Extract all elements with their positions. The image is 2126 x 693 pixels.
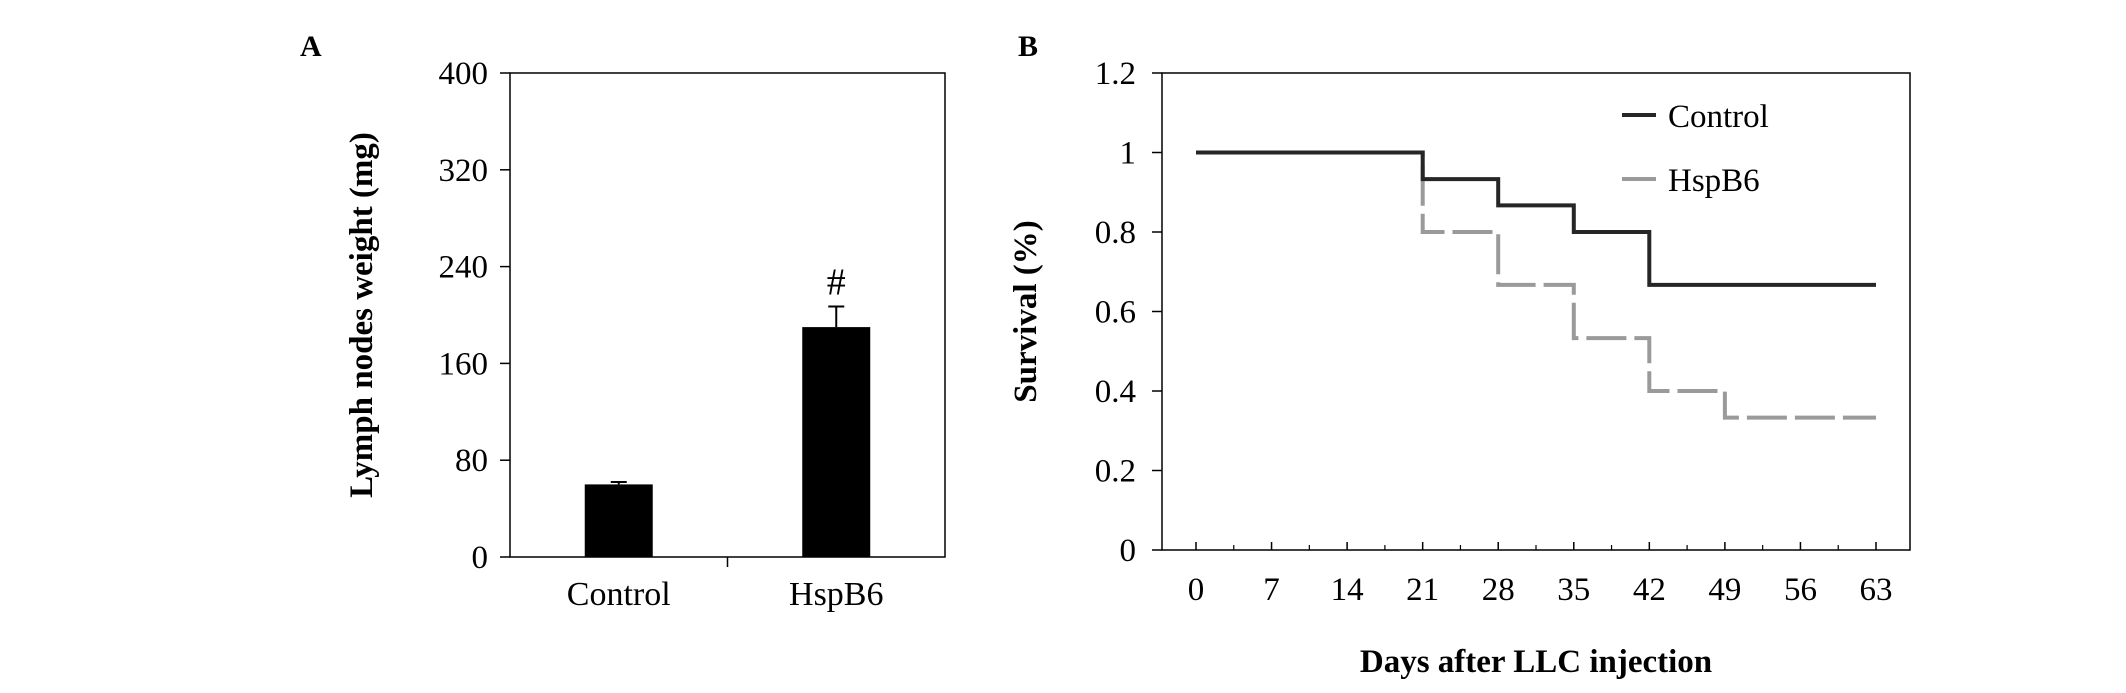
y-tick-label: 400 [439,56,489,92]
panel-a-y-ticks [500,72,729,567]
x-tick-label: 63 [1860,572,1893,608]
legend-label: Control [1668,99,1769,135]
y-tick-label: 1.2 [1095,56,1136,92]
panel-a-y-tick-labels: 0 80 160 240 320 400 [439,56,489,576]
panel-a-category-labels: Control HspB6 [567,576,884,613]
y-tick-label: 0.6 [1095,295,1136,331]
panel-a-plot-frame [509,72,946,558]
panel-b-letter: B [1018,30,1038,63]
y-tick-label: 0 [1120,533,1137,569]
y-tick-label: 0.8 [1095,215,1136,251]
panel-b-y-ticks [1152,72,1162,551]
legend-label: HspB6 [1668,163,1760,199]
panel-a-annotations: # [827,262,846,304]
category-label: Control [567,576,671,613]
series-line-control [1196,150,1876,287]
panel-b-plot-frame [1161,72,1911,551]
x-tick-label: 28 [1482,572,1515,608]
x-tick-label: 56 [1784,572,1817,608]
y-tick-label: 80 [455,443,488,479]
series-line-hspb6 [1196,150,1876,420]
panel-b-legend: Control HspB6 [1622,99,1769,199]
x-tick-label: 49 [1708,572,1741,608]
bar [584,484,653,557]
x-tick-label: 7 [1263,572,1280,608]
panel-b: B Survival (%) Days after LLC injection … [1008,30,1911,680]
y-tick-label: 1 [1120,136,1137,172]
x-tick-label: 35 [1557,572,1590,608]
y-tick-label: 160 [439,346,489,382]
bar [802,327,871,557]
significance-mark: # [827,262,846,304]
panel-b-y-axis-title: Survival (%) [1008,220,1044,402]
panel-a-y-axis-title: Lymph nodes weight (mg) [344,132,380,498]
y-tick-label: 0.4 [1095,374,1136,410]
y-tick-label: 0 [472,540,489,576]
x-tick-label: 42 [1633,572,1666,608]
y-tick-label: 320 [439,153,489,189]
category-label: HspB6 [789,576,883,613]
panel-a-letter: A [300,30,322,63]
y-tick-label: 240 [439,250,489,286]
y-tick-label: 0.2 [1095,454,1136,490]
x-tick-label: 21 [1406,572,1439,608]
panel-b-y-tick-labels: 0 0.2 0.4 0.6 0.8 1 1.2 [1095,56,1136,569]
x-tick-label: 0 [1188,572,1205,608]
panel-b-x-tick-labels: 0 7 14 21 28 35 42 49 56 63 [1188,572,1893,608]
panel-a-error-bars [610,305,845,485]
panel-a: A Lymph nodes weight (mg) 0 80 160 240 320 40… [300,30,946,613]
panel-a-bars [584,327,871,557]
panel-b-x-ticks [1195,542,1877,550]
panel-b-series-lines [1196,150,1876,420]
panel-b-x-axis-title: Days after LLC injection [1360,644,1712,680]
x-tick-label: 14 [1331,572,1364,608]
